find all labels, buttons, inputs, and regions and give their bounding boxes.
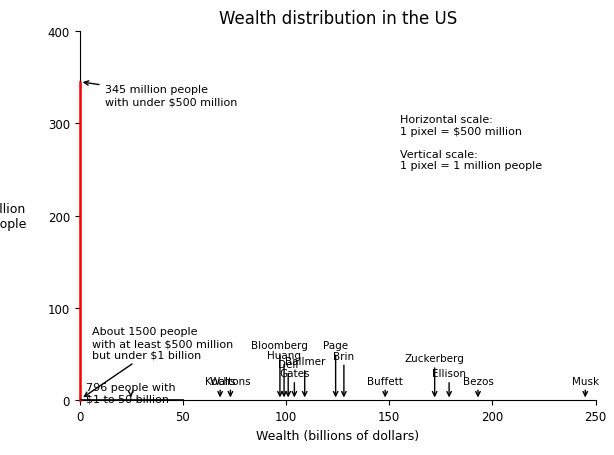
Text: Musk: Musk: [572, 376, 599, 386]
Text: 796 people with
$1 to 50 billion: 796 people with $1 to 50 billion: [86, 382, 176, 404]
Text: About 1500 people
with at least $500 million
but under $1 billion: About 1500 people with at least $500 mil…: [85, 327, 233, 397]
Text: Gates: Gates: [279, 368, 309, 378]
Text: Huang: Huang: [267, 350, 301, 360]
Title: Wealth distribution in the US: Wealth distribution in the US: [219, 10, 457, 27]
Text: Brin: Brin: [333, 351, 354, 361]
Text: Ellison: Ellison: [432, 368, 466, 378]
Text: Zuckerberg: Zuckerberg: [405, 354, 465, 364]
Text: Kochs: Kochs: [205, 376, 235, 386]
Text: Bloomberg: Bloomberg: [252, 341, 308, 351]
Text: Horizontal scale:
1 pixel = $500 million

Vertical scale:
1 pixel = 1 million pe: Horizontal scale: 1 pixel = $500 million…: [400, 115, 542, 171]
Text: Bezos: Bezos: [462, 376, 494, 386]
Text: Page: Page: [323, 341, 348, 351]
Y-axis label: Million
people: Million people: [0, 202, 28, 230]
X-axis label: Wealth (billions of dollars): Wealth (billions of dollars): [256, 429, 419, 442]
Text: 345 million people
with under $500 million: 345 million people with under $500 milli…: [84, 81, 237, 107]
Text: Buffett: Buffett: [367, 376, 403, 386]
Text: Dell: Dell: [278, 359, 298, 369]
Text: Waltons: Waltons: [209, 376, 251, 386]
Text: Ballmer: Ballmer: [284, 356, 325, 366]
